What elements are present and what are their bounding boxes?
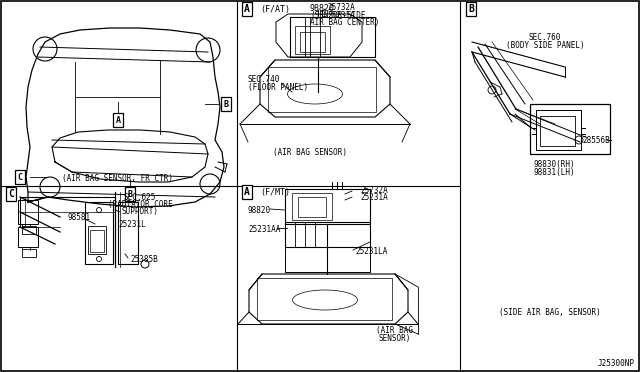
Text: 25231A: 25231A (360, 192, 388, 202)
Text: J25300NP: J25300NP (598, 359, 635, 369)
Text: 98581: 98581 (68, 212, 91, 221)
Text: 98830(RH): 98830(RH) (534, 160, 575, 169)
Bar (257, 278, 392, 320)
Bar (22, 226, 36, 234)
Text: SEC.625: SEC.625 (124, 192, 156, 202)
Text: (FLOOR PANEL): (FLOOR PANEL) (248, 83, 308, 92)
Bar (88, 226, 106, 254)
Text: (AIR BAG SENSOR): (AIR BAG SENSOR) (273, 148, 347, 157)
Text: 25732A: 25732A (360, 186, 388, 195)
Text: A: A (244, 4, 250, 14)
Bar (295, 26, 330, 54)
Text: B: B (468, 4, 474, 14)
Bar (300, 32, 325, 52)
Bar (18, 200, 38, 224)
Text: SEC.740: SEC.740 (248, 74, 280, 83)
Text: B: B (223, 99, 228, 109)
Text: B: B (127, 189, 132, 199)
Text: (RADIATOR CORE: (RADIATOR CORE (108, 199, 172, 208)
Text: (AIR BAG: (AIR BAG (376, 326, 413, 334)
Bar (536, 110, 581, 150)
Text: SEC.760: SEC.760 (529, 32, 561, 42)
Text: 98820: 98820 (310, 3, 335, 13)
Text: 25732A: 25732A (327, 3, 355, 12)
Text: SENSOR): SENSOR) (379, 334, 411, 343)
Bar (22, 249, 36, 257)
Text: 25231A: 25231A (327, 10, 355, 19)
Text: (AIR BAG SENSOR, FR CTR): (AIR BAG SENSOR, FR CTR) (63, 173, 173, 183)
Text: A: A (244, 187, 250, 197)
Text: (F/AT): (F/AT) (260, 4, 290, 13)
Bar (285, 189, 370, 224)
Bar (18, 227, 38, 247)
Bar (530, 104, 610, 154)
Bar (268, 67, 376, 112)
Text: 25385B: 25385B (130, 256, 157, 264)
Bar (298, 197, 326, 217)
Bar (540, 116, 575, 146)
Bar (290, 17, 375, 57)
Bar (285, 247, 370, 272)
Text: 25231LA: 25231LA (355, 247, 387, 257)
Bar (85, 202, 113, 264)
Text: 98831(LH): 98831(LH) (534, 167, 575, 176)
Text: (SENSOR-SIDE: (SENSOR-SIDE (310, 10, 365, 19)
Bar (285, 222, 370, 247)
Text: C: C (8, 189, 14, 199)
Text: (BODY SIDE PANEL): (BODY SIDE PANEL) (506, 41, 584, 49)
Text: SUPPORT): SUPPORT) (122, 206, 159, 215)
Text: 98820: 98820 (248, 205, 271, 215)
Text: 25231L: 25231L (118, 219, 146, 228)
Bar (118, 202, 138, 264)
Text: 25231AA: 25231AA (248, 224, 280, 234)
Text: (SIDE AIR BAG, SENSOR): (SIDE AIR BAG, SENSOR) (499, 308, 601, 317)
Bar (292, 193, 332, 220)
Text: C: C (17, 173, 22, 182)
Text: 28556B: 28556B (582, 135, 610, 144)
Bar (90, 230, 104, 252)
Text: (F/MT): (F/MT) (260, 187, 290, 196)
Text: AIR BAG CENTER): AIR BAG CENTER) (310, 17, 380, 26)
Text: A: A (115, 115, 120, 125)
